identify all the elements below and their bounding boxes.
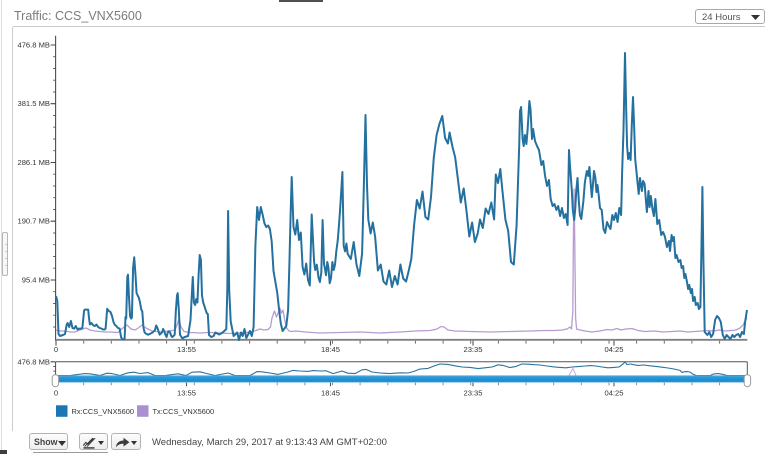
svg-text:18:45: 18:45 [321, 388, 340, 397]
svg-text:18:45: 18:45 [321, 345, 340, 354]
svg-text:381.5 MB: 381.5 MB [17, 99, 50, 108]
svg-text:95.4 MB: 95.4 MB [22, 276, 50, 285]
svg-text:04:25: 04:25 [604, 345, 623, 354]
svg-text:13:55: 13:55 [177, 388, 196, 397]
svg-text:0: 0 [54, 388, 58, 397]
svg-text:04:25: 04:25 [604, 388, 623, 397]
svg-text:13:55: 13:55 [177, 345, 196, 354]
svg-text:476.8 MB: 476.8 MB [17, 41, 50, 50]
svg-text:23:35: 23:35 [463, 388, 482, 397]
svg-text:476.8 MB: 476.8 MB [17, 357, 50, 366]
svg-text:23:35: 23:35 [463, 345, 482, 354]
svg-text:Rx:CCS_VNX5600: Rx:CCS_VNX5600 [72, 407, 134, 416]
svg-text:190.7 MB: 190.7 MB [17, 217, 50, 226]
svg-text:Tx:CCS_VNX5600: Tx:CCS_VNX5600 [153, 407, 215, 416]
svg-text:286.1 MB: 286.1 MB [17, 158, 50, 167]
svg-text:0: 0 [54, 345, 58, 354]
